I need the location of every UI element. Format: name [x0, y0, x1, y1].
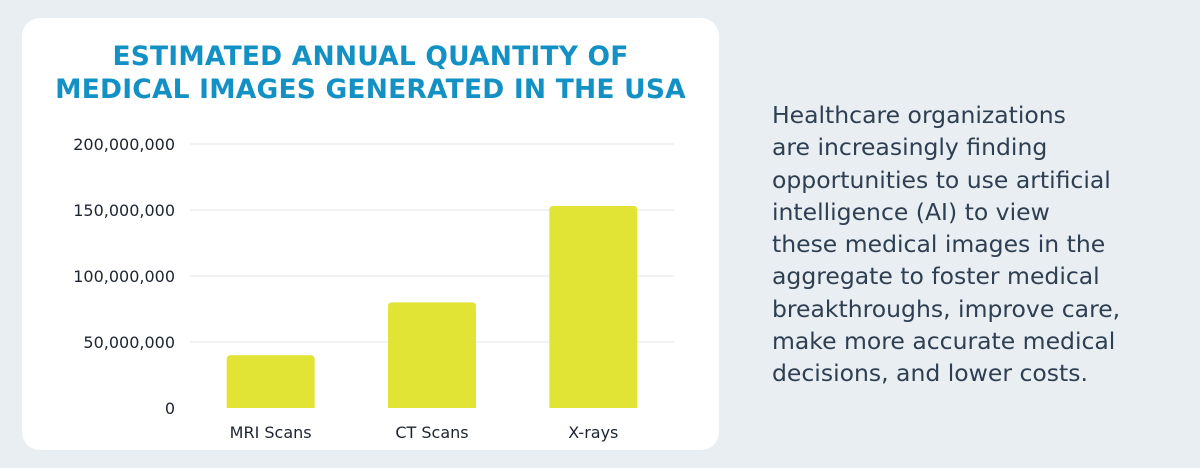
x-category-label: X-rays: [568, 423, 618, 442]
description-line-6: aggregate to foster medical: [772, 262, 1100, 291]
description-line-3: opportunities to use artificial: [772, 165, 1111, 194]
description-line-9: decisions, and lower costs.: [772, 359, 1088, 388]
chart-title: ESTIMATED ANNUAL QUANTITY OF MEDICAL IMA…: [22, 40, 719, 106]
x-category-label: CT Scans: [395, 423, 468, 442]
description-line-2: are increasingly finding: [772, 133, 1048, 162]
chart-card: ESTIMATED ANNUAL QUANTITY OF MEDICAL IMA…: [22, 18, 719, 450]
description-line-1: Healthcare organizations: [772, 101, 1066, 129]
description-line-7: breakthroughs, improve care,: [772, 294, 1121, 323]
chart-title-line-2: MEDICAL IMAGES GENERATED IN THE USA: [55, 74, 686, 105]
description-line-8: make more accurate medical: [772, 327, 1116, 356]
description-line-4: intelligence (AI) to view: [772, 197, 1050, 226]
bar-x-rays: [549, 206, 638, 408]
bar-mri-scans: [226, 355, 315, 408]
x-category-label: MRI Scans: [230, 423, 312, 442]
y-tick-label: 200,000,000: [73, 135, 175, 154]
y-tick-label: 0: [165, 399, 175, 418]
y-tick-label: 50,000,000: [83, 333, 175, 352]
description-line-5: these medical images in the: [772, 230, 1106, 259]
y-tick-label: 150,000,000: [73, 201, 175, 220]
y-tick-label: 100,000,000: [73, 267, 175, 286]
description-text: Healthcare organizations are increasingl…: [772, 99, 1182, 390]
bar-ct-scans: [388, 302, 476, 408]
chart-title-line-1: ESTIMATED ANNUAL QUANTITY OF: [112, 41, 629, 72]
bar-chart: 0 50,000,000 100,000,000 150,000,000 200,000…: [73, 135, 674, 442]
